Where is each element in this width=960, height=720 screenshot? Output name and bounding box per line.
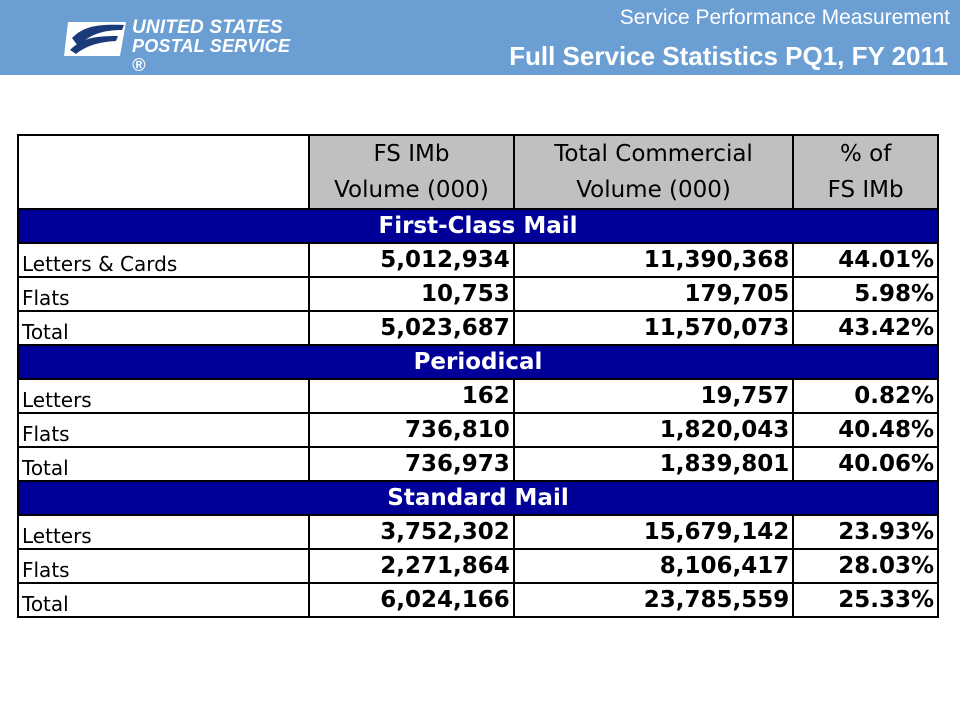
- pct-value: 5.98%: [792, 276, 939, 312]
- section-row-periodical: Periodical: [17, 344, 939, 380]
- total-value: 11,390,368: [512, 242, 795, 278]
- table-row: Letters 3,752,302 15,679,142 23.93%: [16, 514, 939, 550]
- table-row: Letters & Cards 5,012,934 11,390,368 44.…: [16, 242, 939, 278]
- table-row: Total 6,024,166 23,785,559 25.33%: [16, 582, 939, 618]
- row-label: Total: [16, 310, 311, 346]
- row-label: Total: [16, 446, 311, 482]
- header-line: Volume (000): [576, 177, 731, 203]
- fs-imb-value: 2,271,864: [308, 548, 515, 584]
- fs-imb-value: 736,810: [308, 412, 515, 448]
- total-value: 1,839,801: [512, 446, 795, 482]
- total-value: 8,106,417: [512, 548, 795, 584]
- pct-value: 43.42%: [792, 310, 939, 346]
- header-line: Volume (000): [334, 177, 489, 203]
- pct-value: 25.33%: [792, 582, 939, 618]
- pct-value: 44.01%: [792, 242, 939, 278]
- row-label: Total: [16, 582, 311, 618]
- header-cell-blank: [16, 134, 311, 210]
- total-value: 179,705: [512, 276, 795, 312]
- total-value: 15,679,142: [512, 514, 795, 550]
- row-label: Letters: [16, 378, 311, 414]
- section-title: First-Class Mail: [17, 208, 939, 244]
- header-cell-fs-imb: FS IMb Volume (000): [308, 134, 515, 210]
- fs-imb-value: 6,024,166: [308, 582, 515, 618]
- table-row: Flats 736,810 1,820,043 40.48%: [16, 412, 939, 448]
- pct-value: 28.03%: [792, 548, 939, 584]
- fs-imb-value: 3,752,302: [308, 514, 515, 550]
- section-title: Standard Mail: [17, 480, 939, 516]
- row-label: Flats: [16, 548, 311, 584]
- fs-imb-value: 736,973: [308, 446, 515, 482]
- row-label: Letters: [16, 514, 311, 550]
- page-subtitle: Service Performance Measurement: [619, 6, 950, 29]
- header-cell-total-commercial: Total Commercial Volume (000): [512, 134, 795, 210]
- header-line: FS IMb: [827, 177, 904, 203]
- total-value: 1,820,043: [512, 412, 795, 448]
- table-row: Letters 162 19,757 0.82%: [16, 378, 939, 414]
- page-title: Full Service Statistics PQ1, FY 2011: [509, 41, 948, 71]
- row-label: Flats: [16, 276, 311, 312]
- pct-value: 40.48%: [792, 412, 939, 448]
- section-row-first-class: First-Class Mail: [17, 208, 939, 244]
- total-value: 11,570,073: [512, 310, 795, 346]
- table-row: Total 5,023,687 11,570,073 43.42%: [16, 310, 939, 346]
- header-cell-pct: % of FS IMb: [792, 134, 939, 210]
- row-label: Letters & Cards: [16, 242, 311, 278]
- total-value: 23,785,559: [512, 582, 795, 618]
- stats-table: FS IMb Volume (000) Total Commercial Vol…: [16, 134, 939, 618]
- fs-imb-value: 5,012,934: [308, 242, 515, 278]
- table-row: Flats 2,271,864 8,106,417 28.03%: [16, 548, 939, 584]
- table-row: Total 736,973 1,839,801 40.06%: [16, 446, 939, 482]
- eagle-logo-icon: [64, 22, 126, 56]
- header-line: Total Commercial: [554, 141, 753, 167]
- header-banner: UNITED STATES POSTAL SERVICE ® Service P…: [0, 0, 960, 75]
- pct-value: 0.82%: [792, 378, 939, 414]
- total-value: 19,757: [512, 378, 795, 414]
- pct-value: 40.06%: [792, 446, 939, 482]
- section-row-standard-mail: Standard Mail: [17, 480, 939, 516]
- pct-value: 23.93%: [792, 514, 939, 550]
- table-header-row: FS IMb Volume (000) Total Commercial Vol…: [16, 134, 939, 210]
- logo-wordmark: UNITED STATES POSTAL SERVICE ®: [132, 18, 304, 75]
- fs-imb-value: 5,023,687: [308, 310, 515, 346]
- row-label: Flats: [16, 412, 311, 448]
- header-line: FS IMb: [373, 141, 450, 167]
- section-title: Periodical: [17, 344, 939, 380]
- logo-line-1: UNITED STATES: [132, 17, 283, 38]
- table-row: Flats 10,753 179,705 5.98%: [16, 276, 939, 312]
- usps-logo: UNITED STATES POSTAL SERVICE ®: [64, 16, 304, 75]
- fs-imb-value: 10,753: [308, 276, 515, 312]
- logo-line-2: POSTAL SERVICE ®: [132, 36, 291, 75]
- header-line: % of: [839, 141, 892, 167]
- fs-imb-value: 162: [308, 378, 515, 414]
